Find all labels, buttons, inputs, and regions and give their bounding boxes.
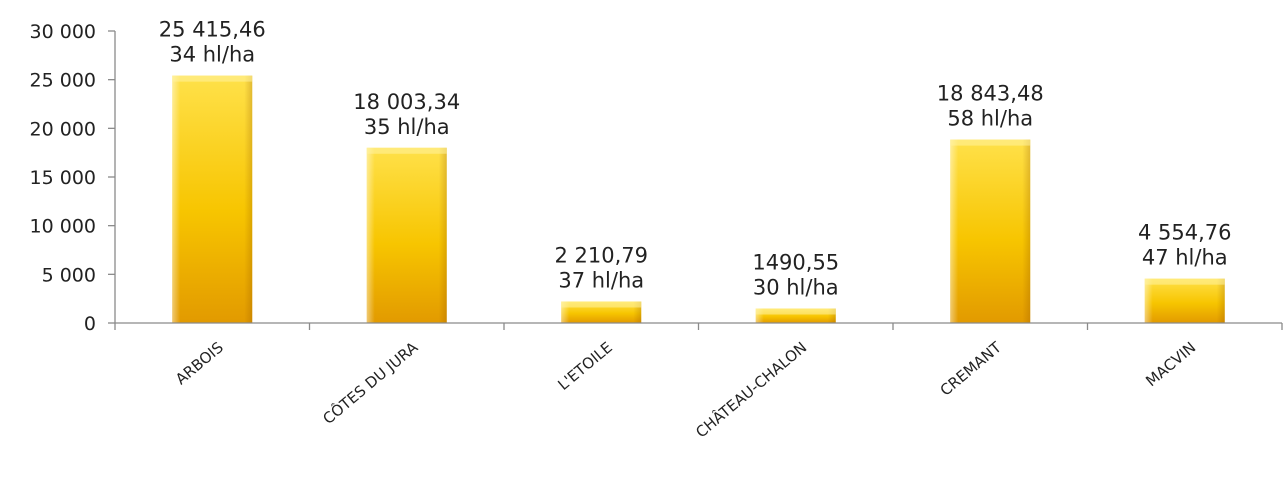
x-axis: ARBOIS CÔTES DU JURA L'ETOILE CHÂTEAU-CHALO…	[114, 322, 1283, 442]
data-label-line: 58 hl/ha	[947, 107, 1033, 131]
bar-bevel-right	[1216, 278, 1225, 323]
bar-bevel-right	[633, 301, 642, 323]
data-label-line: 37 hl/ha	[558, 268, 644, 292]
data-label: 1490,55 30 hl/ha	[752, 250, 839, 299]
data-label-line: 35 hl/ha	[364, 115, 450, 139]
bar-bevel-top	[366, 147, 447, 154]
data-label-line: 18 003,34	[353, 90, 460, 114]
bar	[755, 308, 836, 323]
y-tick-label: 25 000	[30, 70, 96, 92]
bar-bevel-left	[950, 139, 959, 323]
y-tick-label: 5 000	[42, 264, 96, 286]
bar-bevel-left	[561, 301, 570, 323]
data-label: 4 554,76 47 hl/ha	[1138, 221, 1232, 270]
x-category-label: ARBOIS	[172, 338, 227, 388]
x-category-label: MACVIN	[1142, 338, 1199, 390]
bar-fill	[950, 139, 1031, 323]
bar-bevel-top	[950, 139, 1031, 146]
y-tick-label: 20 000	[30, 118, 96, 140]
x-category-label: L'ETOILE	[554, 338, 616, 394]
data-label: 2 210,79 37 hl/ha	[554, 243, 648, 292]
bar-fill	[366, 147, 447, 323]
data-label: 18 843,48 58 hl/ha	[937, 82, 1044, 131]
bar-bevel-left	[1144, 278, 1153, 323]
data-label: 18 003,34 35 hl/ha	[353, 90, 460, 139]
y-tick-label: 15 000	[30, 167, 96, 189]
y-tick-label: 30 000	[30, 21, 96, 43]
data-label-line: 18 843,48	[937, 82, 1044, 106]
data-label-line: 4 554,76	[1138, 221, 1232, 245]
bar-bevel-top	[561, 301, 642, 308]
bar-bevel-right	[827, 308, 836, 323]
bar-fill	[1144, 278, 1225, 323]
bar-bevel-right	[244, 75, 253, 323]
data-label-line: 30 hl/ha	[753, 275, 839, 299]
bar	[172, 75, 253, 323]
bar	[950, 139, 1031, 323]
data-label-line: 2 210,79	[554, 243, 648, 267]
bar-bevel-left	[366, 147, 375, 323]
y-tick-label: 0	[84, 313, 96, 335]
bar-bevel-right	[438, 147, 447, 323]
bar-bevel-right	[1022, 139, 1031, 323]
x-category-label: CÔTES DU JURA	[319, 337, 422, 428]
y-tick-label: 10 000	[30, 216, 96, 238]
data-label-line: 25 415,46	[159, 18, 266, 42]
data-label-line: 1490,55	[752, 250, 839, 274]
data-label: 25 415,46 34 hl/ha	[159, 18, 266, 67]
x-category-label: CREMANT	[937, 338, 1006, 400]
data-label-line: 34 hl/ha	[169, 43, 255, 67]
bar-bevel-top	[172, 75, 253, 82]
bar	[561, 301, 642, 323]
bar-bevel-left	[755, 308, 764, 323]
data-label-line: 47 hl/ha	[1142, 246, 1228, 270]
x-category-label: CHÂTEAU-CHALON	[692, 338, 811, 442]
bar	[1144, 278, 1225, 323]
bar-fill	[172, 75, 253, 323]
bar	[366, 147, 447, 323]
data-labels: 25 415,46 34 hl/ha 18 003,34 35 hl/ha 2 210,…	[159, 18, 1232, 300]
bar-bevel-left	[172, 75, 181, 323]
bars	[172, 75, 1225, 323]
bar-bevel-top	[1144, 278, 1225, 285]
y-axis: 0 5 000 10 000 15 000 20 000 25 000 30 000	[30, 21, 116, 335]
bar-bevel-top	[755, 308, 836, 315]
